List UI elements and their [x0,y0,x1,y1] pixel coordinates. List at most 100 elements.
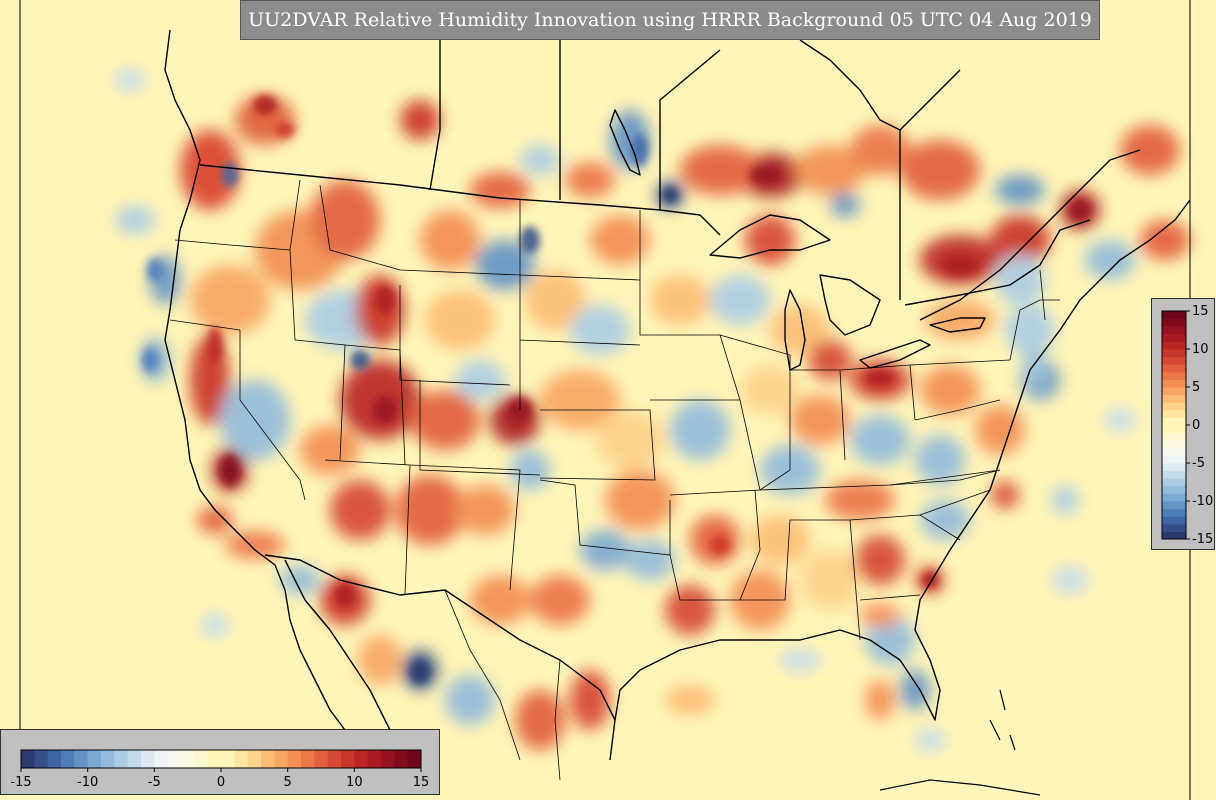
us-mexico-border [264,554,616,721]
colorbar-swatch [1162,425,1186,434]
colorbar-swatch [1162,417,1186,426]
colorbar-swatch [114,750,129,768]
state-line-ny-ne [1009,269,1060,361]
vertical-colorbar: 15 10 5 0 -5 -10 -15 [1151,298,1215,550]
islands [879,689,1041,796]
colorbar-swatch [47,750,62,768]
colorbar-swatch [1162,516,1186,525]
colorbar-swatch [21,750,35,768]
colorbar-tick-label: 5 [1192,380,1200,395]
state-line-ok-tx [539,479,671,556]
province-line-1 [429,40,441,191]
colorbar-swatch [327,750,342,768]
horizontal-colorbar-graphic: -15 -10 -5 0 5 10 15 [10,749,430,790]
hudson-bay-edge [799,39,961,131]
colorbar-swatch [394,750,409,768]
colorbar-swatch [1162,333,1186,342]
colorbar-tick-label: 15 [413,775,430,790]
colorbar-swatch [1162,326,1186,335]
colorbar-swatch [1162,463,1186,472]
state-line-carolinas [889,469,1001,516]
colorbar-tick-label: -15 [1192,532,1213,547]
colorbar-swatch [1162,531,1186,540]
state-line-or-ca [169,319,241,331]
state-line-mexico-2 [554,659,561,781]
state-line-az-nm [324,459,521,596]
colorbar-swatch [261,750,275,768]
st-lawrence [919,149,1141,321]
colorbar-swatch [247,750,262,768]
colorbar-swatch [1162,432,1186,441]
state-line-mn-ia [639,210,741,401]
lake-michigan [784,289,806,371]
colorbar-swatch [407,750,422,768]
colorbar-tick-label: 5 [284,775,292,790]
colorbar-swatch [141,750,155,768]
colorbar-swatch [367,750,382,768]
colorbar-swatch [34,750,49,768]
lake-superior [709,214,831,259]
map-title: UU2DVAR Relative Humidity Innovation usi… [240,0,1100,40]
lake-winnipeg [609,109,641,176]
colorbar-tick-label: -15 [10,775,31,790]
colorbar-swatch [1162,485,1186,494]
colorbar-swatch [314,750,329,768]
colorbar-swatch [1162,387,1186,396]
colorbar-swatch [1162,501,1186,510]
colorbar-swatch [167,750,182,768]
colorbar-swatch [1162,402,1186,411]
vertical-colorbar-graphic: 15 10 5 0 -5 -10 -15 [1161,304,1213,547]
colorbar-swatch [181,750,195,768]
colorbar-swatch [1162,379,1186,388]
west-coastline [164,29,346,731]
colorbar-swatch [1162,478,1186,487]
state-line-ne-ks [539,409,656,481]
state-line-id [289,179,301,341]
state-line-wy [399,285,511,386]
state-line-mo [650,399,761,496]
colorbar-swatch [1162,341,1186,350]
colorbar-swatch [341,750,355,768]
colorbar-tick-label: -5 [148,775,161,790]
colorbar-swatch [127,750,142,768]
state-line-co [419,380,541,476]
state-line-nd-sd [519,200,641,410]
colorbar-swatch [74,750,89,768]
colorbar-tick-label: 10 [346,775,363,790]
colorbar-swatch [207,750,222,768]
state-line-wi-il [719,334,791,491]
bahamas-outline [989,689,1016,751]
province-line-3 [659,49,721,210]
lake-ontario [929,317,986,333]
colorbar-swatch [1162,523,1186,532]
state-lines [169,179,1060,781]
colorbar-swatch [1162,364,1186,373]
colorbar-swatch [1162,447,1186,456]
colorbar-swatch [1162,356,1186,365]
colorbar-swatch [1162,409,1186,418]
colorbar-tick-label: -5 [1192,456,1205,471]
colorbar-swatch [1162,470,1186,479]
colorbar-tick-label: 15 [1192,304,1209,319]
state-line-wa-or [174,239,291,251]
colorbar-swatch [381,750,395,768]
colorbar-swatch [61,750,75,768]
colorbar-swatch [1162,394,1186,403]
horizontal-colorbar: -15 -10 -5 0 5 10 15 [0,729,440,795]
colorbar-swatch [1162,311,1186,320]
state-line-mexico-1 [444,589,521,761]
colorbar-tick-label: -10 [1192,494,1213,509]
colorbar-tick-label: 0 [1192,418,1200,433]
colorbar-swatch [154,750,169,768]
innovation-detail [142,95,1090,684]
gulf-coastline [609,199,1191,761]
colorbar-tick-label: 10 [1192,342,1209,357]
colorbar-swatch [1162,371,1186,380]
colorbar-swatch [101,750,115,768]
colorbar-swatch [234,750,249,768]
colorbar-swatch [1162,508,1186,517]
colorbar-swatch [194,750,209,768]
colorbar-swatch [1162,349,1186,358]
